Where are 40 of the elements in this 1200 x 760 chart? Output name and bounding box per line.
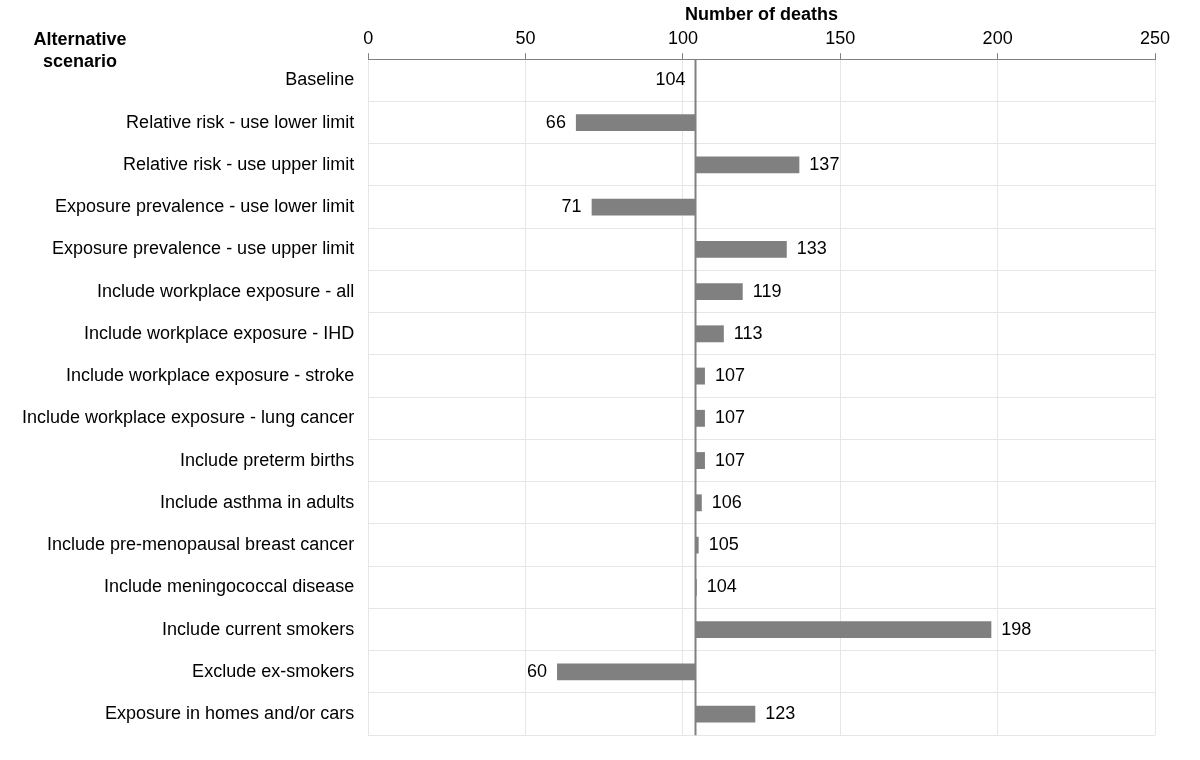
data-label: 66 <box>545 111 566 132</box>
annotation: 104 <box>655 69 686 90</box>
y-axis-title: Alternative scenario <box>33 28 127 71</box>
y-tick-label: Include current smokers <box>162 618 355 639</box>
x-tick-label: 100 <box>667 28 698 49</box>
x-axis-title: Number of deaths <box>685 3 839 24</box>
data-label: 107 <box>714 407 745 428</box>
x-tick-label: 150 <box>825 28 856 49</box>
data-label: 71 <box>561 196 582 217</box>
data-label: 198 <box>1001 618 1032 639</box>
y-tick-label: Include meningococcal disease <box>104 576 355 597</box>
data-label: 123 <box>765 703 796 724</box>
data-label: 104 <box>706 576 737 597</box>
x-tick-label: 0 <box>363 28 374 49</box>
data-label: 119 <box>752 280 782 301</box>
y-tick-label: Include preterm births <box>180 449 355 470</box>
data-label: 113 <box>733 322 763 343</box>
data-label: 137 <box>809 153 840 174</box>
y-tick-label: Baseline <box>285 69 355 90</box>
y-tick-label: Include pre-menopausal breast cancer <box>47 534 355 555</box>
y-tick-label: Exposure prevalence - use lower limit <box>55 196 355 217</box>
y-tick-label: Relative risk - use upper limit <box>123 153 355 174</box>
data-label: 133 <box>796 238 827 259</box>
x-tick-label: 50 <box>515 28 536 49</box>
y-tick-label: Include workplace exposure - all <box>97 280 355 301</box>
x-tick-label: 250 <box>1139 28 1171 49</box>
y-tick-label: Include workplace exposure - lung cancer <box>22 407 355 428</box>
y-tick-label: Exposure in homes and/or cars <box>105 703 355 724</box>
data-label: 106 <box>711 491 742 512</box>
y-tick-label: Include workplace exposure - IHD <box>84 322 355 343</box>
data-label: 107 <box>714 449 745 470</box>
y-tick-label: Exposure prevalence - use upper limit <box>52 238 355 259</box>
data-label: 105 <box>708 534 739 555</box>
y-tick-label: Exclude ex-smokers <box>192 660 355 681</box>
y-tick-label: Include workplace exposure - stroke <box>66 365 355 386</box>
y-tick-label: Include asthma in adults <box>160 491 355 512</box>
y-tick-label: Relative risk - use lower limit <box>126 111 355 132</box>
data-label: 60 <box>526 660 548 681</box>
data-label: 107 <box>714 365 745 386</box>
x-tick-label: 200 <box>982 28 1013 49</box>
